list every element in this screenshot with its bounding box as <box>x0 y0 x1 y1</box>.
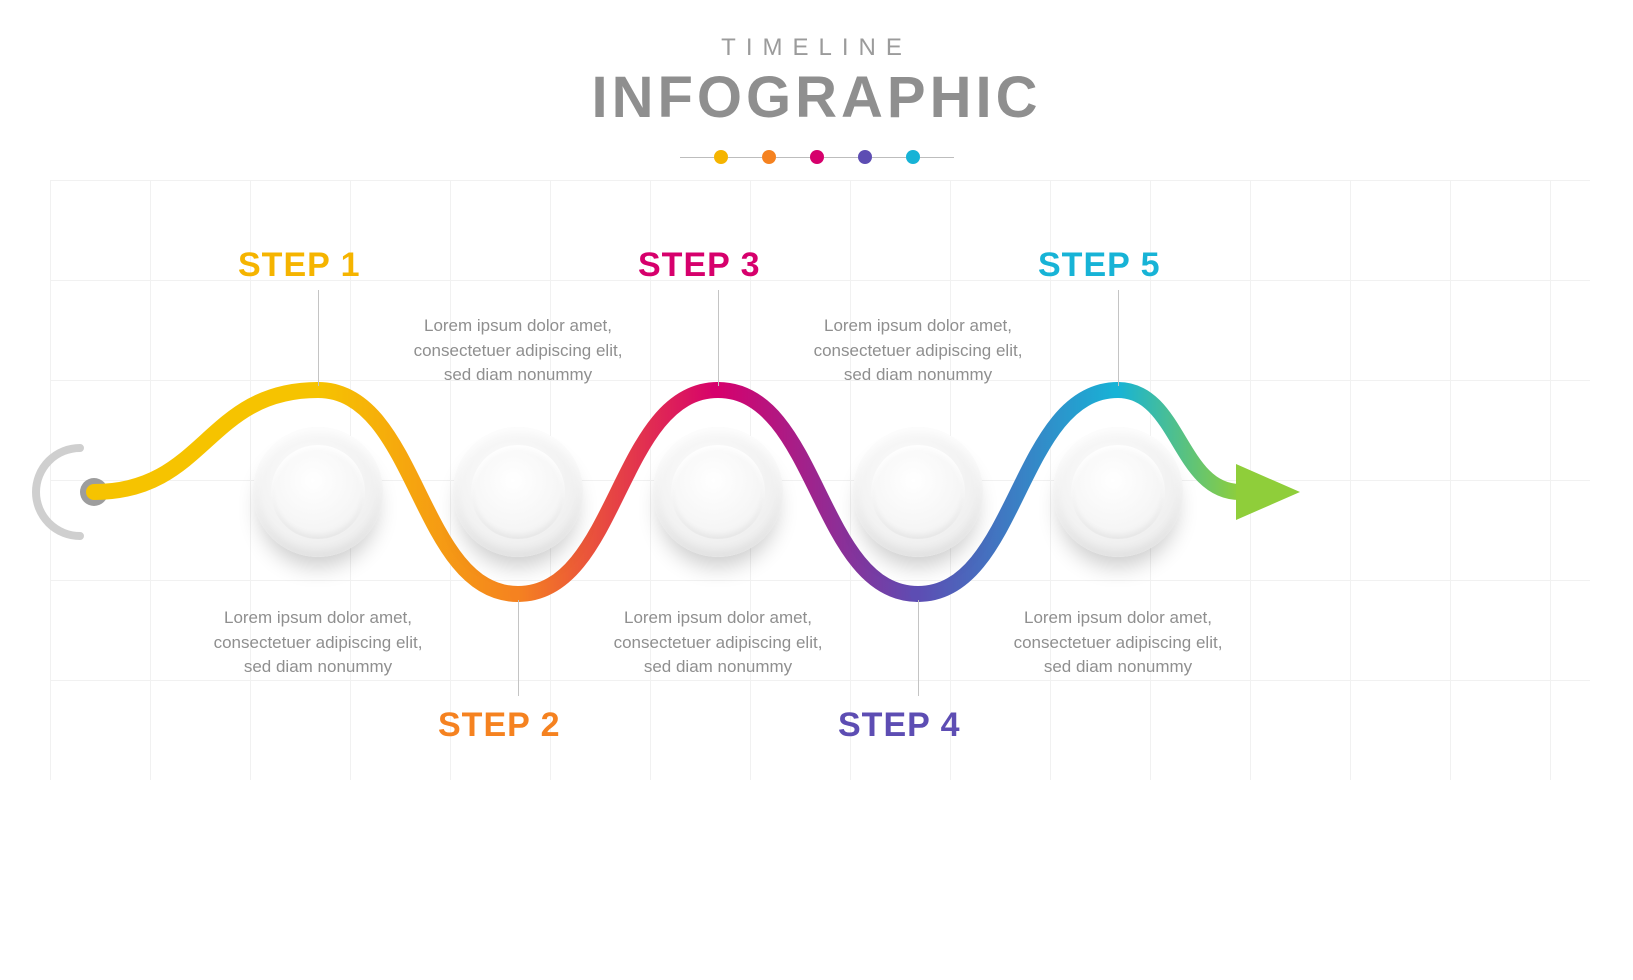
step-description: Lorem ipsum dolor amet, consectetuer adi… <box>608 606 828 680</box>
infographic-canvas: TIMELINE INFOGRAPHIC STEP 1Lorem ipsum d… <box>0 0 1633 980</box>
step-node <box>1053 427 1183 557</box>
step-node <box>253 427 383 557</box>
step-node <box>853 427 983 557</box>
connector-line <box>518 600 519 696</box>
step-description: Lorem ipsum dolor amet, consectetuer adi… <box>808 314 1028 388</box>
timeline-curve <box>0 0 1633 980</box>
step-description: Lorem ipsum dolor amet, consectetuer adi… <box>1008 606 1228 680</box>
start-ring <box>36 448 80 536</box>
step-label: STEP 3 <box>638 246 761 285</box>
step-label: STEP 2 <box>438 706 561 745</box>
connector-line <box>918 600 919 696</box>
step-label: STEP 4 <box>838 706 961 745</box>
step-node <box>653 427 783 557</box>
connector-line <box>1118 290 1119 386</box>
arrow-head-icon <box>1236 464 1300 520</box>
step-label: STEP 1 <box>238 246 361 285</box>
connector-line <box>718 290 719 386</box>
step-description: Lorem ipsum dolor amet, consectetuer adi… <box>408 314 628 388</box>
step-description: Lorem ipsum dolor amet, consectetuer adi… <box>208 606 428 680</box>
step-node <box>453 427 583 557</box>
connector-line <box>318 290 319 386</box>
step-label: STEP 5 <box>1038 246 1161 285</box>
